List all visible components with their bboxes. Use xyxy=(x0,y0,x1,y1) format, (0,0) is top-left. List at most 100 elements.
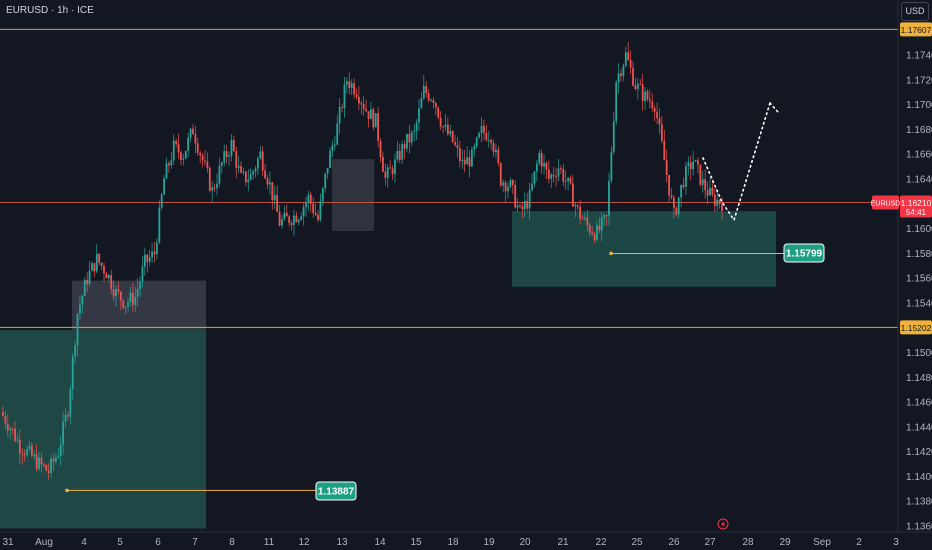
candle-body xyxy=(394,159,396,175)
candle-body xyxy=(189,128,192,138)
candle-body xyxy=(663,140,666,161)
candle-body xyxy=(468,157,471,167)
candle-body xyxy=(632,67,634,86)
candle-body xyxy=(471,149,473,167)
candle-body xyxy=(665,160,668,175)
candle-body xyxy=(514,185,517,208)
candle-body xyxy=(163,178,166,195)
candle-body xyxy=(610,151,613,181)
candle-body xyxy=(591,232,594,234)
candle-body xyxy=(348,81,351,88)
candle-body xyxy=(240,165,242,173)
candle-body xyxy=(562,169,565,182)
candle-body xyxy=(112,289,115,297)
zone-layer xyxy=(0,159,776,529)
candle-body xyxy=(646,91,649,100)
candle-body xyxy=(636,83,639,89)
candle-body xyxy=(71,356,74,390)
candle-body xyxy=(499,163,502,186)
candle-body xyxy=(129,292,132,303)
candle-body xyxy=(146,254,149,262)
price-tick-label: 1.17200 xyxy=(906,75,932,86)
candle-body xyxy=(201,155,204,161)
candle-body xyxy=(314,212,317,215)
candle-body xyxy=(237,165,240,168)
candle-body xyxy=(408,133,411,143)
bolt-icon[interactable] xyxy=(717,518,729,530)
time-tick-label: 28 xyxy=(742,537,754,548)
candle-body xyxy=(547,169,550,179)
candle-body xyxy=(403,144,406,149)
candle-body xyxy=(473,146,476,150)
candle-body xyxy=(319,201,322,220)
candle-body xyxy=(648,99,651,102)
candle-body xyxy=(38,457,40,469)
candle-body xyxy=(711,187,714,195)
price-tick-label: 1.15600 xyxy=(906,274,932,285)
candle-body xyxy=(495,149,497,153)
candle-body xyxy=(422,85,425,99)
candle-body xyxy=(598,225,601,231)
candle-body xyxy=(336,123,339,145)
candle-body xyxy=(418,108,420,123)
time-axis[interactable]: 31 Aug 4 5 6 7 8 11 12 13 14 15 18 19 20 21 22 25 26 27 28 29… xyxy=(2,537,899,548)
candle-body xyxy=(6,423,9,431)
candle-body xyxy=(184,150,187,159)
callout-anchor xyxy=(609,251,613,256)
candle-body xyxy=(370,109,372,119)
candle-body xyxy=(603,215,606,218)
candle-body xyxy=(600,217,603,231)
currency-button[interactable]: USD xyxy=(901,2,929,21)
symbol-tag xyxy=(872,195,899,210)
candle-body xyxy=(434,102,437,108)
price-axis[interactable]: 1.17400 1.17200 1.17000 1.16800 1.16600 1.164… xyxy=(906,51,932,533)
price-tick-label: 1.15800 xyxy=(906,249,932,260)
candle-body xyxy=(338,107,341,124)
candle-body xyxy=(100,262,103,266)
candle-body xyxy=(533,171,536,184)
candle-body xyxy=(172,140,175,161)
candle-body xyxy=(490,140,493,143)
candle-body xyxy=(401,144,404,160)
candle-body xyxy=(276,195,279,212)
price-level-marker xyxy=(900,320,932,335)
candle-body xyxy=(81,295,84,305)
candle-body xyxy=(208,168,211,191)
price-tick-label: 1.14200 xyxy=(906,447,932,458)
candle-body xyxy=(266,178,269,185)
candle-body xyxy=(430,100,432,102)
candle-body xyxy=(141,266,144,282)
last-price-value: 1.16210 xyxy=(901,198,932,208)
candle-body xyxy=(531,183,533,191)
candle-body xyxy=(139,281,141,290)
candle-body xyxy=(629,59,632,68)
candle-body xyxy=(131,292,134,305)
candle-body xyxy=(521,206,524,210)
candle-body xyxy=(415,122,418,131)
candle-body xyxy=(377,113,380,141)
candle-body xyxy=(9,428,12,431)
candle-body xyxy=(540,152,543,167)
annotation-layer xyxy=(65,102,784,493)
time-tick-label: 19 xyxy=(483,537,495,548)
candle-body xyxy=(293,215,295,226)
candle-body xyxy=(57,456,60,458)
candle-body xyxy=(519,205,521,207)
price-tick-label: 1.16600 xyxy=(906,150,932,161)
time-tick-label: 6 xyxy=(155,537,161,548)
candle-body xyxy=(18,439,21,454)
candle-body xyxy=(608,180,610,216)
candle-body xyxy=(247,179,250,183)
time-tick-label: 22 xyxy=(595,537,607,548)
candle-body xyxy=(704,179,707,191)
candle-body xyxy=(232,140,235,152)
candle-body xyxy=(605,215,608,217)
candle-body xyxy=(4,415,7,424)
candle-body xyxy=(160,194,163,208)
price-tick-label: 1.15000 xyxy=(906,348,932,359)
candle-body xyxy=(475,137,478,147)
candle-body xyxy=(95,253,98,272)
candle-body xyxy=(528,190,531,209)
candle-body xyxy=(204,160,206,162)
